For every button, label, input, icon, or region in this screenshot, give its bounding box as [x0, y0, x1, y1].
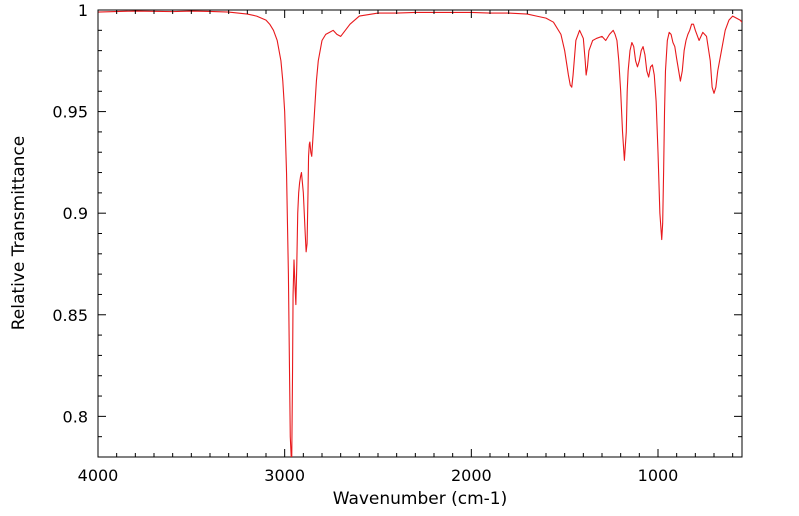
plot-area	[97, 9, 743, 458]
y-tick-label: 0.8	[63, 407, 88, 426]
plot-frame	[97, 9, 743, 458]
series-line-0	[98, 10, 742, 457]
tick-labels-layer: 4000 3000 2000 1000 0.8 0.85 0.9 0.95 1	[52, 1, 678, 485]
series-layer	[98, 10, 742, 457]
x-tick-label: 4000	[78, 466, 119, 485]
x-tick-label: 3000	[264, 466, 305, 485]
y-tick-label: 0.95	[52, 103, 88, 122]
x-tick-label: 2000	[451, 466, 492, 485]
y-tick-label: 0.9	[63, 204, 88, 223]
y-tick-label: 0.85	[52, 306, 88, 325]
x-axis-label: Wavenumber (cm-1)	[333, 489, 508, 509]
x-tick-label: 1000	[638, 466, 679, 485]
ticks-layer	[97, 9, 742, 458]
y-tick-label: 1	[78, 1, 88, 20]
y-axis-label: Relative Transmittance	[9, 136, 29, 331]
